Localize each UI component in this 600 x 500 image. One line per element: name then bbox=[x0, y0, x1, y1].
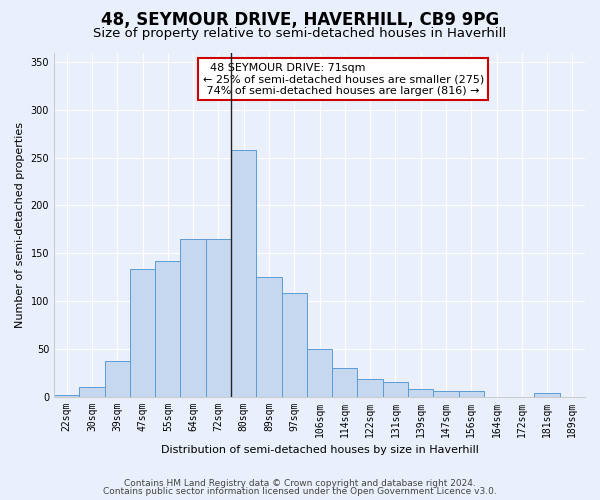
Bar bbox=[307, 349, 332, 397]
Bar bbox=[181, 239, 206, 396]
Bar bbox=[155, 261, 181, 396]
Text: Contains HM Land Registry data © Crown copyright and database right 2024.: Contains HM Land Registry data © Crown c… bbox=[124, 478, 476, 488]
Text: 48 SEYMOUR DRIVE: 71sqm  
← 25% of semi-detached houses are smaller (275)
 74% o: 48 SEYMOUR DRIVE: 71sqm ← 25% of semi-de… bbox=[203, 63, 484, 96]
Bar bbox=[79, 387, 104, 396]
Bar bbox=[206, 239, 231, 396]
Text: Contains public sector information licensed under the Open Government Licence v3: Contains public sector information licen… bbox=[103, 487, 497, 496]
Bar bbox=[458, 391, 484, 396]
Bar bbox=[256, 277, 281, 396]
Bar bbox=[433, 391, 458, 396]
Bar bbox=[54, 394, 79, 396]
Bar bbox=[231, 150, 256, 396]
Bar bbox=[408, 389, 433, 396]
Bar bbox=[281, 294, 307, 397]
Bar bbox=[130, 270, 155, 396]
X-axis label: Distribution of semi-detached houses by size in Haverhill: Distribution of semi-detached houses by … bbox=[161, 445, 478, 455]
Text: 48, SEYMOUR DRIVE, HAVERHILL, CB9 9PG: 48, SEYMOUR DRIVE, HAVERHILL, CB9 9PG bbox=[101, 11, 499, 29]
Text: Size of property relative to semi-detached houses in Haverhill: Size of property relative to semi-detach… bbox=[94, 28, 506, 40]
Bar bbox=[383, 382, 408, 396]
Bar bbox=[358, 380, 383, 396]
Bar bbox=[535, 392, 560, 396]
Bar bbox=[332, 368, 358, 396]
Bar bbox=[104, 361, 130, 396]
Y-axis label: Number of semi-detached properties: Number of semi-detached properties bbox=[15, 122, 25, 328]
